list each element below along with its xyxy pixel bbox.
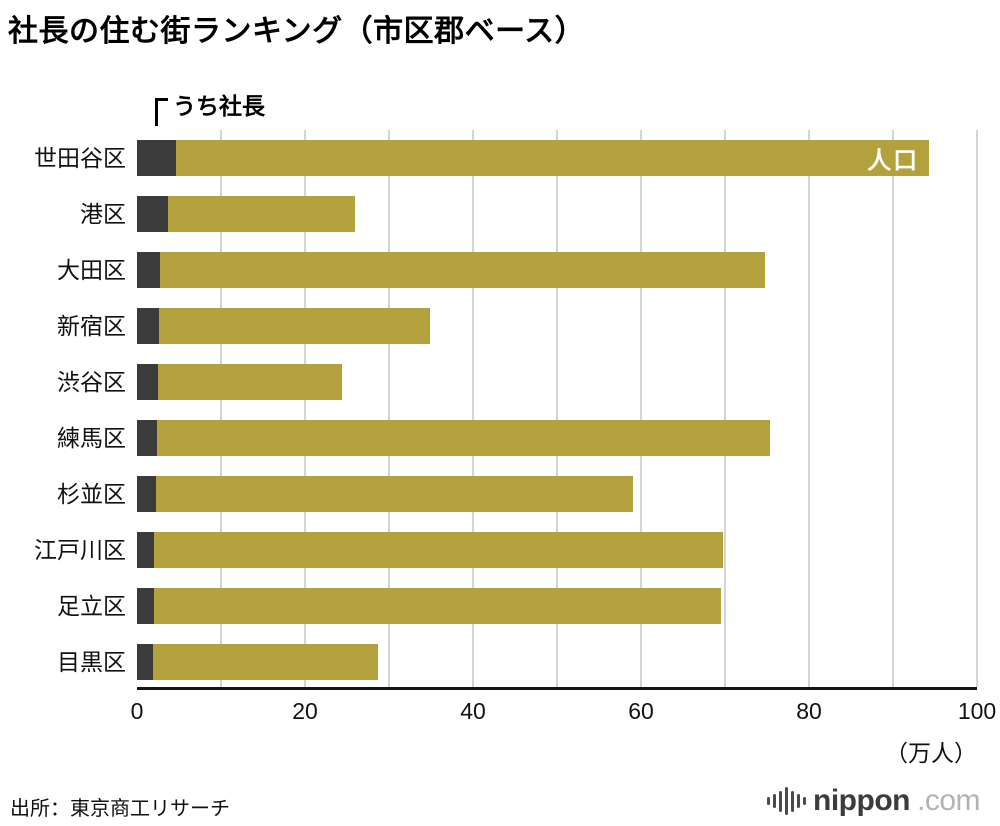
population-bar	[137, 476, 633, 512]
plot-area: 人口	[137, 130, 978, 690]
x-axis-tick-label: 40	[460, 698, 486, 724]
president-segment	[137, 364, 158, 400]
population-bar	[137, 252, 766, 288]
president-segment	[137, 476, 157, 512]
bar-row	[137, 466, 977, 522]
y-axis-label: 世田谷区	[34, 145, 126, 171]
y-axis-label: 江戸川区	[34, 537, 126, 563]
annotation-label: うち社長	[173, 93, 265, 119]
population-bar: 人口	[137, 140, 930, 176]
population-bar	[137, 420, 771, 456]
annotation-president: うち社長	[155, 93, 265, 126]
y-axis-label: 練馬区	[57, 425, 126, 451]
page-title: 社長の住む街ランキング（市区郡ベース）	[8, 15, 586, 48]
annotation-leader-line-icon	[155, 98, 168, 126]
x-axis-tick-label: 20	[292, 698, 318, 724]
gridline	[640, 130, 642, 687]
y-axis-label: 新宿区	[57, 313, 126, 339]
y-axis-label: 大田区	[57, 257, 126, 283]
bar-row	[137, 242, 977, 298]
president-segment	[137, 532, 154, 568]
bar-row	[137, 186, 977, 242]
president-segment	[137, 644, 153, 680]
population-bar	[137, 644, 379, 680]
y-axis-labels: 世田谷区港区大田区新宿区渋谷区練馬区杉並区江戸川区足立区目黒区	[0, 130, 126, 690]
bar-row	[137, 298, 977, 354]
population-bar	[137, 588, 721, 624]
source-note: 出所：東京商工リサーチ	[10, 798, 230, 820]
y-axis-label: 目黒区	[57, 649, 126, 675]
gridline	[220, 130, 222, 687]
gridline	[976, 130, 978, 687]
president-segment	[137, 252, 160, 288]
x-axis-unit-label: （万人）	[885, 740, 977, 766]
president-segment	[137, 420, 158, 456]
soundwave-icon	[767, 786, 807, 816]
president-segment	[137, 196, 169, 232]
bar-row	[137, 522, 977, 578]
gridline	[388, 130, 390, 687]
x-axis-tick-label: 100	[957, 698, 997, 724]
gridline	[724, 130, 726, 687]
gridline	[808, 130, 810, 687]
y-axis-label: 港区	[80, 201, 126, 227]
bar-row: 人口	[137, 130, 977, 186]
logo-tld-text: .com	[916, 784, 981, 817]
population-bar	[137, 196, 356, 232]
president-segment	[137, 588, 154, 624]
y-axis-label: 杉並区	[57, 481, 126, 507]
gridline	[892, 130, 894, 687]
x-axis-tick-label: 80	[796, 698, 822, 724]
y-axis-label: 足立区	[57, 593, 126, 619]
population-bar	[137, 364, 342, 400]
population-bar	[137, 532, 724, 568]
logo-brand-text: nippon	[813, 784, 910, 817]
president-segment	[137, 140, 177, 176]
bar-row	[137, 578, 977, 634]
gridline	[304, 130, 306, 687]
population-series-label: 人口	[867, 147, 920, 175]
x-axis-tick-label: 0	[130, 698, 144, 724]
bar-row	[137, 354, 977, 410]
president-segment	[137, 308, 159, 344]
x-axis-tick-label: 60	[628, 698, 654, 724]
gridline	[556, 130, 558, 687]
nippon-logo: nippon .com	[767, 784, 981, 818]
x-axis-ticks: 0 20 40 60 80 100	[131, 698, 997, 726]
bar-row	[137, 634, 977, 690]
y-axis-label: 渋谷区	[57, 369, 126, 395]
population-bar	[137, 308, 431, 344]
gridline	[472, 130, 474, 687]
bar-row	[137, 410, 977, 466]
